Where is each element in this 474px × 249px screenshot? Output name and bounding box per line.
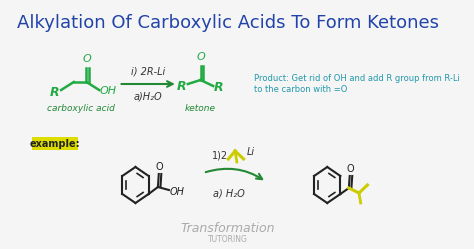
Text: a)H₂O: a)H₂O	[134, 91, 163, 101]
Text: O: O	[156, 162, 164, 172]
Text: a) H₂O: a) H₂O	[212, 188, 244, 198]
FancyBboxPatch shape	[32, 137, 78, 150]
Text: R: R	[50, 85, 59, 99]
Text: Transformation: Transformation	[180, 222, 275, 235]
Text: OH: OH	[170, 187, 185, 197]
Text: R: R	[214, 80, 224, 94]
Text: O: O	[83, 54, 91, 64]
Text: 1)2: 1)2	[212, 150, 228, 160]
Text: TUTORING: TUTORING	[208, 235, 247, 244]
Text: O: O	[197, 52, 206, 62]
Text: Li: Li	[247, 147, 255, 157]
Text: Alkylation Of Carboxylic Acids To Form Ketones: Alkylation Of Carboxylic Acids To Form K…	[17, 14, 438, 32]
Text: example:: example:	[30, 138, 81, 148]
Text: O: O	[347, 164, 355, 174]
Text: R: R	[176, 79, 186, 92]
Text: i) 2R-Li: i) 2R-Li	[131, 66, 165, 76]
Text: ketone: ketone	[185, 104, 216, 113]
Text: Product: Get rid of OH and add R group from R-Li: Product: Get rid of OH and add R group f…	[254, 74, 460, 83]
Text: OH: OH	[100, 86, 117, 96]
Text: to the carbon with =O: to the carbon with =O	[254, 85, 347, 94]
Text: carboxylic acid: carboxylic acid	[46, 104, 115, 113]
